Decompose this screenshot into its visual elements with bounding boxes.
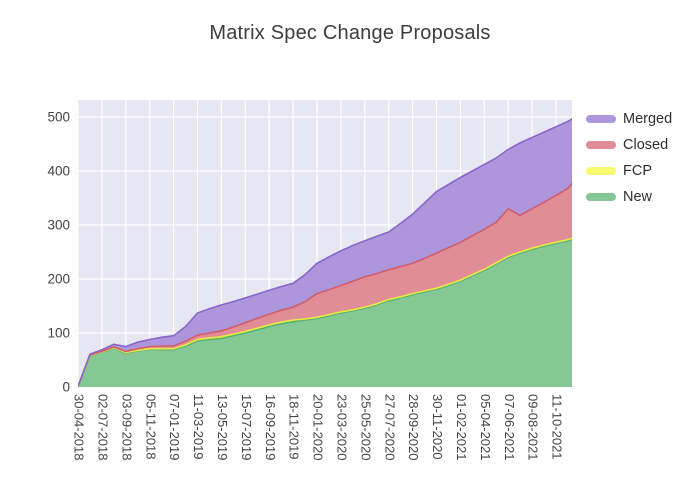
x-tick-label: 18-11-2019 [287,394,302,460]
legend-label: New [623,188,653,205]
y-tick-label: 200 [47,272,70,287]
legend-label: Closed [623,136,669,153]
area-new [78,239,572,387]
legend-item-merged[interactable]: Merged [586,106,672,132]
y-tick-label: 500 [47,110,70,125]
chart-title: Matrix Spec Change Proposals [209,22,491,44]
x-tick-label: 05-11-2018 [143,394,158,460]
x-tick-label: 03-09-2018 [119,394,134,461]
x-tick-label: 15-07-2019 [239,394,254,461]
x-tick-label: 16-09-2019 [263,394,278,461]
x-tick-label: 11-10-2021 [550,394,565,460]
y-tick-label: 300 [47,218,70,233]
legend-item-new[interactable]: New [586,184,672,210]
x-tick-label: 23-03-2020 [334,394,349,461]
x-tick-label: 01-02-2021 [454,394,469,461]
line-fcp [78,237,572,387]
x-tick-label: 30-11-2020 [430,394,445,460]
y-tick-label: 0 [62,380,70,395]
x-tick-label: 07-01-2019 [167,394,182,461]
x-tick-label: 25-05-2020 [358,394,373,461]
x-tick-label: 09-08-2021 [526,394,541,461]
x-tick-label: 05-04-2021 [478,394,493,461]
x-tick-label: 11-03-2019 [191,394,206,460]
legend-label: FCP [623,162,652,179]
legend-swatch-fcp [586,167,616,175]
line-closed [78,182,572,387]
line-merged [78,118,572,387]
x-tick-label: 02-07-2018 [95,394,110,461]
legend-item-fcp[interactable]: FCP [586,158,672,184]
x-tick-label: 30-04-2018 [72,394,87,461]
y-tick-label: 400 [47,164,70,179]
x-tick-label: 13-05-2019 [215,394,230,461]
chart-legend: Merged Closed FCP New [586,106,672,210]
legend-item-closed[interactable]: Closed [586,132,672,158]
legend-swatch-new [586,193,616,201]
line-new [78,238,572,387]
x-tick-label: 07-06-2021 [502,394,517,461]
legend-swatch-closed [586,141,616,149]
x-tick-label: 28-09-2020 [406,394,421,461]
legend-label: Merged [623,110,673,127]
legend-swatch-merged [586,115,616,123]
x-tick-label: 27-07-2020 [382,394,397,461]
x-tick-label: 20-01-2020 [311,394,326,461]
y-tick-label: 100 [47,326,70,341]
